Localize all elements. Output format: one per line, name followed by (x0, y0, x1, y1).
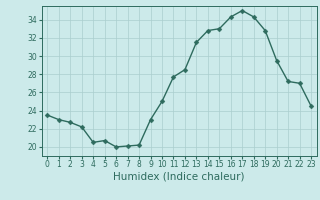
X-axis label: Humidex (Indice chaleur): Humidex (Indice chaleur) (114, 172, 245, 182)
